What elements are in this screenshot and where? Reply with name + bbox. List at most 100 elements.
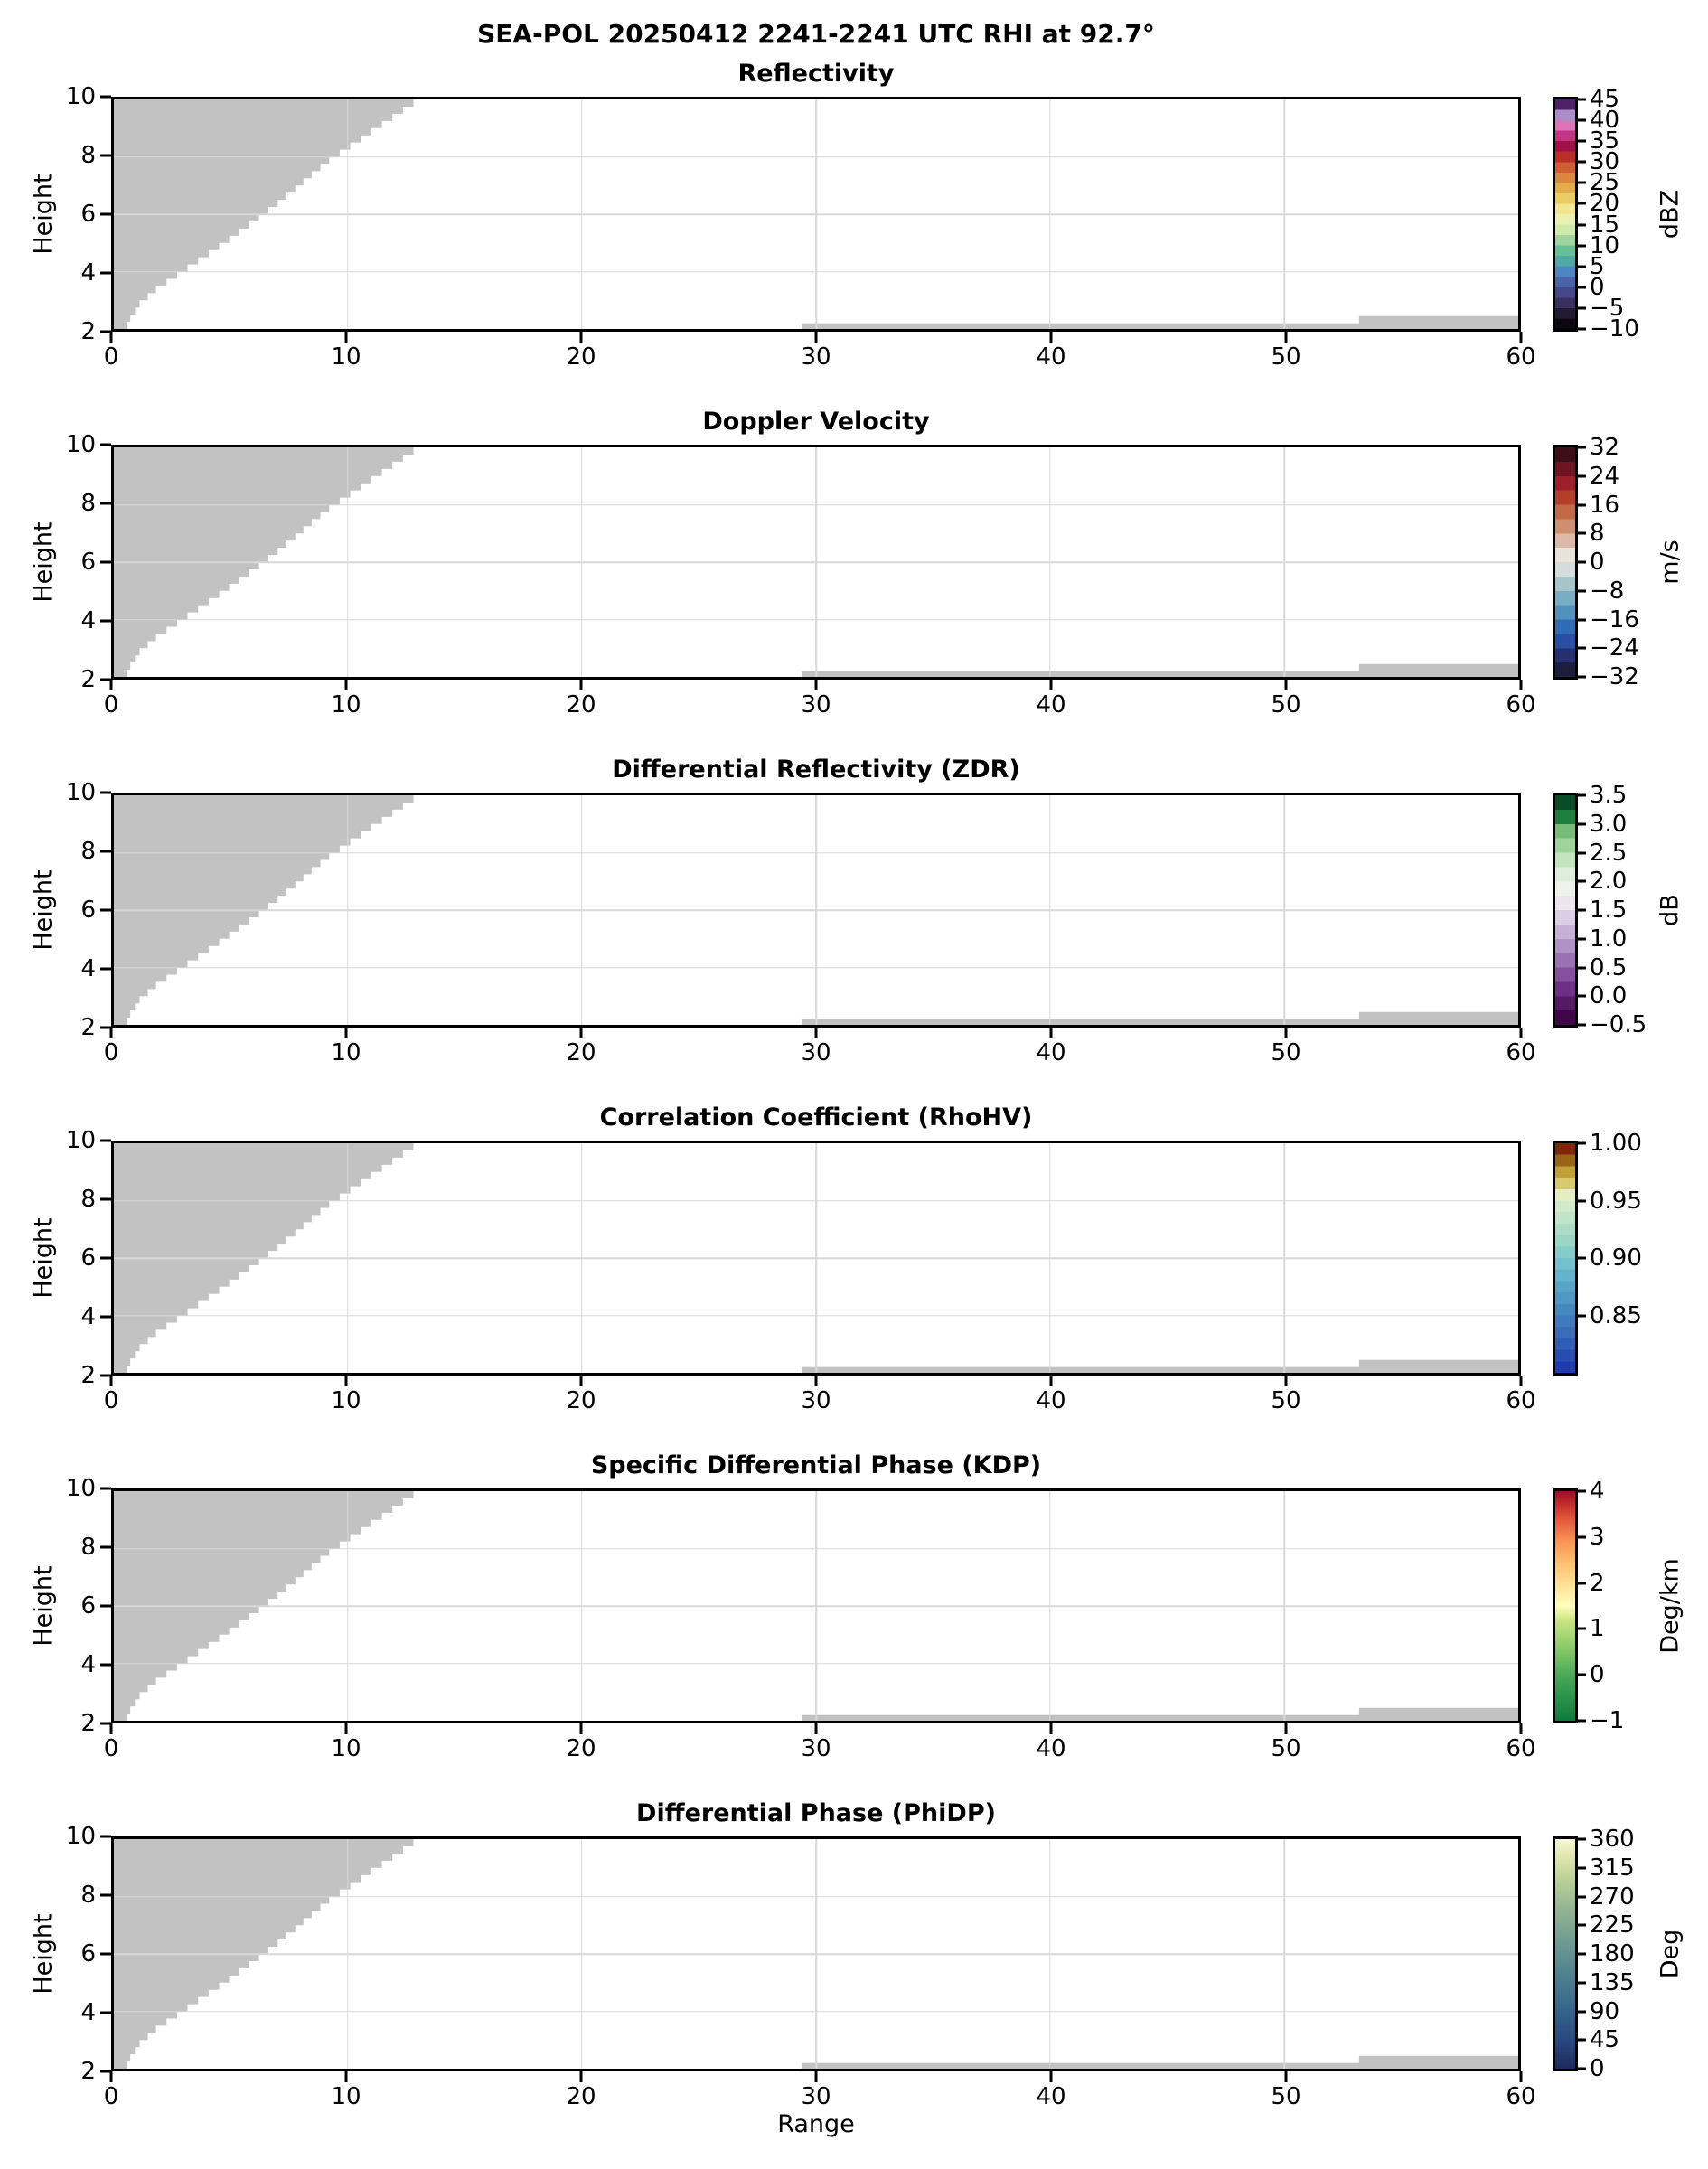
plot-area-doppler-velocity (111, 445, 1521, 680)
x-tick-label-0: 0 (103, 2083, 119, 2110)
colorbar-tick-label-reflectivity-11: 45 (1590, 86, 1620, 113)
colorbar-tick-label-reflectivity-8: 30 (1590, 148, 1620, 176)
colorbar-tick-phidp-7 (1575, 1866, 1586, 1870)
colorbar-tick-doppler-velocity-5 (1575, 531, 1586, 535)
x-tick-label-10: 10 (331, 2083, 361, 2110)
colorbar-tick-label-phidp-8: 360 (1590, 1826, 1635, 1853)
y-tick-8 (100, 1545, 111, 1549)
x-axis-label: Range (777, 2110, 855, 2138)
x-tick-10 (344, 2071, 348, 2082)
y-tick-8 (100, 1893, 111, 1897)
y-axis-label: Height (29, 174, 58, 255)
gridline-y-4 (114, 1662, 1518, 1665)
y-axis-label: Height (29, 521, 58, 603)
colorbar-tick-label-zdr-1: 0.0 (1590, 982, 1628, 1010)
y-tick-label-6: 6 (80, 201, 96, 228)
y-tick-label-4: 4 (80, 1303, 96, 1330)
x-tick-label-40: 40 (1036, 343, 1066, 371)
x-tick-label-0: 0 (103, 1039, 119, 1066)
y-tick-label-10: 10 (65, 1823, 96, 1850)
colorbar-tick-label-phidp-5: 225 (1590, 1911, 1635, 1939)
y-tick-6 (100, 908, 111, 912)
y-tick-label-8: 8 (80, 838, 96, 865)
x-tick-label-40: 40 (1036, 1387, 1066, 1414)
colorbar-tick-reflectivity-7 (1575, 181, 1586, 184)
x-tick-label-40: 40 (1036, 1039, 1066, 1066)
x-tick-label-40: 40 (1036, 2083, 1066, 2110)
gridline-y-8 (114, 503, 1518, 506)
x-tick-label-60: 60 (1506, 1039, 1536, 1066)
x-tick-label-60: 60 (1506, 2083, 1536, 2110)
y-tick-label-6: 6 (80, 897, 96, 924)
x-tick-label-10: 10 (331, 343, 361, 371)
gridline-y-6 (114, 213, 1518, 215)
colorbar-tick-label-phidp-7: 315 (1590, 1854, 1635, 1882)
x-tick-40 (1049, 680, 1053, 690)
x-tick-30 (814, 1376, 818, 1386)
x-tick-10 (344, 332, 348, 343)
no-data-strip-0 (802, 2062, 1518, 2069)
colorbar-tick-kdp-3 (1575, 1582, 1586, 1585)
no-data-strip-0 (802, 323, 1518, 329)
y-tick-4 (100, 967, 111, 971)
plot-area-rhohv (111, 1141, 1521, 1376)
colorbar-tick-label-zdr-6: 2.5 (1590, 839, 1628, 867)
colorbar-tick-reflectivity-3 (1575, 265, 1586, 268)
colorbar-tick-doppler-velocity-0 (1575, 675, 1586, 679)
colorbar-tick-label-reflectivity-3: 5 (1590, 252, 1605, 280)
colorbar-tick-label-phidp-3: 135 (1590, 1968, 1635, 1996)
colorbar-tick-label-doppler-velocity-6: 16 (1590, 491, 1620, 519)
colorbar-tick-reflectivity-2 (1575, 286, 1586, 289)
colorbar-tick-label-phidp-1: 45 (1590, 2026, 1620, 2054)
no-data-strip-0 (802, 1019, 1518, 1025)
x-tick-label-60: 60 (1506, 691, 1536, 718)
x-tick-label-30: 30 (801, 2083, 831, 2110)
x-tick-50 (1284, 1723, 1288, 1734)
panel-title-phidp: Differential Phase (PhiDP) (636, 1799, 996, 1827)
colorbar-tick-label-doppler-velocity-1: −24 (1590, 634, 1639, 662)
colorbar-tick-label-reflectivity-7: 25 (1590, 169, 1620, 197)
y-tick-4 (100, 1663, 111, 1667)
colorbar-tick-zdr-5 (1575, 879, 1586, 883)
x-tick-label-50: 50 (1271, 343, 1301, 371)
x-tick-10 (344, 1376, 348, 1386)
colorbar-tick-label-reflectivity-5: 15 (1590, 211, 1620, 239)
x-tick-30 (814, 332, 818, 343)
x-tick-label-40: 40 (1036, 691, 1066, 718)
x-tick-40 (1049, 1723, 1053, 1734)
y-tick-label-4: 4 (80, 259, 96, 286)
x-tick-20 (579, 1723, 583, 1734)
x-tick-label-10: 10 (331, 691, 361, 718)
y-tick-2 (100, 330, 111, 333)
colorbar-tick-label-doppler-velocity-3: −8 (1590, 577, 1625, 605)
y-tick-2 (100, 1374, 111, 1377)
x-tick-label-60: 60 (1506, 343, 1536, 371)
x-tick-0 (109, 680, 113, 690)
x-tick-50 (1284, 680, 1288, 690)
colorbar-unit-doppler-velocity: m/s (1656, 540, 1685, 585)
colorbar-tick-label-doppler-velocity-5: 8 (1590, 520, 1605, 548)
colorbar-tick-label-rhohv-0: 0.85 (1590, 1301, 1642, 1329)
x-tick-50 (1284, 332, 1288, 343)
colorbar-tick-phidp-0 (1575, 2067, 1586, 2070)
gridline-y-6 (114, 1953, 1518, 1955)
x-tick-50 (1284, 2071, 1288, 2082)
colorbar-reflectivity: −10 −5 0 5 10 15 20 25 30 35 40 45 dBZ (1553, 87, 1685, 342)
no-data-strip-1 (1358, 1707, 1518, 1721)
gridline-y-8 (114, 155, 1518, 158)
x-tick-label-20: 20 (566, 1387, 596, 1414)
x-tick-label-40: 40 (1036, 1735, 1066, 1762)
colorbar-tick-reflectivity-11 (1575, 98, 1586, 101)
colorbar-tick-kdp-4 (1575, 1535, 1586, 1539)
gridline-y-6 (114, 561, 1518, 563)
x-tick-40 (1049, 1028, 1053, 1038)
x-tick-0 (109, 2071, 113, 2082)
panel-title-kdp: Specific Differential Phase (KDP) (590, 1451, 1042, 1479)
colorbar-tick-zdr-8 (1575, 793, 1586, 797)
y-tick-4 (100, 2011, 111, 2014)
colorbar-tick-doppler-velocity-1 (1575, 646, 1586, 650)
colorbar-tick-kdp-5 (1575, 1489, 1586, 1493)
x-tick-label-20: 20 (566, 1039, 596, 1066)
colorbar-tick-label-kdp-5: 4 (1590, 1478, 1605, 1505)
